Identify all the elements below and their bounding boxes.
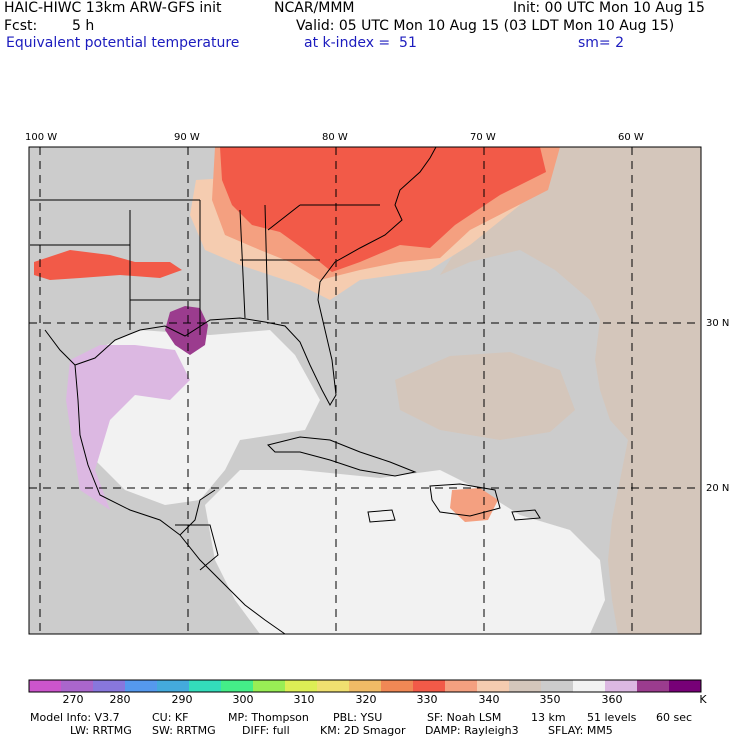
lat-label-30n: 30 N — [706, 318, 730, 329]
lon-label-90w: 90 W — [174, 132, 200, 143]
forecast-label: Fcst: — [4, 18, 38, 34]
map-frame — [28, 146, 702, 635]
colorbar-label-340: 340 — [478, 693, 500, 706]
colorbar-label-290: 290 — [171, 693, 193, 706]
cuba-coast-line — [267, 436, 417, 477]
jamaica-coast-line — [367, 509, 396, 523]
footer-cu: CU: KF — [152, 711, 189, 724]
colorbar-swatch — [157, 680, 190, 692]
colorbar-swatch — [509, 680, 542, 692]
colorbar-swatch — [605, 680, 638, 692]
model-title: HAIC-HIWC 13km ARW-GFS init — [4, 0, 222, 16]
louisiana-purple-region — [165, 306, 208, 355]
gulf-lavender-region — [66, 345, 190, 510]
colorbar-swatch — [669, 680, 702, 692]
footer-km: KM: 2D Smagor — [320, 724, 406, 737]
us-gulf-coast-line — [44, 146, 437, 407]
colorbar-label-350: 350 — [539, 693, 561, 706]
colorbar-swatch — [285, 680, 318, 692]
footer-diff: DIFF: full — [242, 724, 290, 737]
footer-model-info: Model Info: V3.7 — [30, 711, 120, 724]
colorbar-swatch — [317, 680, 350, 692]
caribbean-light-region — [205, 470, 605, 634]
lat-lon-grid — [29, 147, 701, 634]
footer-damp: DAMP: Rayleigh3 — [425, 724, 519, 737]
colorbar-swatch — [61, 680, 94, 692]
colorbar-swatch — [221, 680, 254, 692]
colorbar-swatch — [477, 680, 510, 692]
smoothing-label: sm= 2 — [578, 35, 625, 51]
field-name: Equivalent potential temperature — [6, 35, 240, 51]
colorbar-swatch — [29, 680, 62, 692]
lon-label-70w: 70 W — [470, 132, 496, 143]
colorbar-swatch — [637, 680, 670, 692]
level-label: at k-index = 51 — [304, 35, 417, 51]
footer-lw: LW: RRTMG — [70, 724, 132, 737]
texas-red-region — [34, 250, 182, 280]
hispaniola-salmon-region — [450, 488, 498, 522]
colorbar-swatch — [253, 680, 286, 692]
atlantic-tan-patch — [395, 352, 575, 440]
organization-label: NCAR/MMM — [274, 0, 355, 16]
colorbar-swatch — [541, 680, 574, 692]
footer-sf: SF: Noah LSM — [427, 711, 502, 724]
colorbar-label-310: 310 — [293, 693, 315, 706]
colorbar-swatch — [381, 680, 414, 692]
footer-mp: MP: Thompson — [228, 711, 309, 724]
colorbar-swatch — [93, 680, 126, 692]
lon-label-60w: 60 W — [618, 132, 644, 143]
forecast-hour: 5 h — [72, 18, 95, 34]
footer-sw: SW: RRTMG — [152, 724, 216, 737]
lon-label-80w: 80 W — [322, 132, 348, 143]
colorbar-label-280: 280 — [109, 693, 131, 706]
colorbar-label-330: 330 — [416, 693, 438, 706]
colorbar-label-270: 270 — [62, 693, 84, 706]
map-fills — [29, 147, 701, 634]
colorbar — [28, 679, 702, 693]
state-borders — [30, 199, 380, 335]
coastlines-borders — [30, 146, 541, 635]
colorbar-label-320: 320 — [355, 693, 377, 706]
footer-pbl: PBL: YSU — [333, 711, 383, 724]
east-coast-red-region — [220, 147, 546, 272]
colorbar-label-300: 300 — [232, 693, 254, 706]
footer-resolution: 13 km — [531, 711, 566, 724]
footer-levels: 51 levels — [587, 711, 637, 724]
colorbar-swatch — [413, 680, 446, 692]
init-time: Init: 00 UTC Mon 10 Aug 15 — [513, 0, 705, 16]
colorbar-swatch — [445, 680, 478, 692]
central-america-coast-line — [179, 534, 286, 635]
colorbar-swatch — [573, 680, 606, 692]
colorbar-unit-label: K — [699, 693, 707, 706]
puerto-rico-coast-line — [511, 509, 541, 521]
footer-timestep: 60 sec — [656, 711, 693, 724]
colorbar-swatch — [125, 680, 158, 692]
valid-time: Valid: 05 UTC Mon 10 Aug 15 (03 LDT Mon … — [296, 18, 675, 34]
atlantic-tan-region — [440, 147, 701, 634]
colorbar-swatch — [189, 680, 222, 692]
colorbar-label-360: 360 — [601, 693, 623, 706]
lon-label-100w: 100 W — [25, 132, 58, 143]
hispaniola-coast-line — [429, 483, 501, 517]
footer-sflay: SFLAY: MM5 — [548, 724, 613, 737]
colorbar-swatch — [349, 680, 382, 692]
lat-label-20n: 20 N — [706, 483, 730, 494]
mexico-coast-line — [74, 364, 216, 536]
colorbar-frame — [28, 679, 702, 693]
mexico-guatemala-border — [175, 524, 219, 571]
